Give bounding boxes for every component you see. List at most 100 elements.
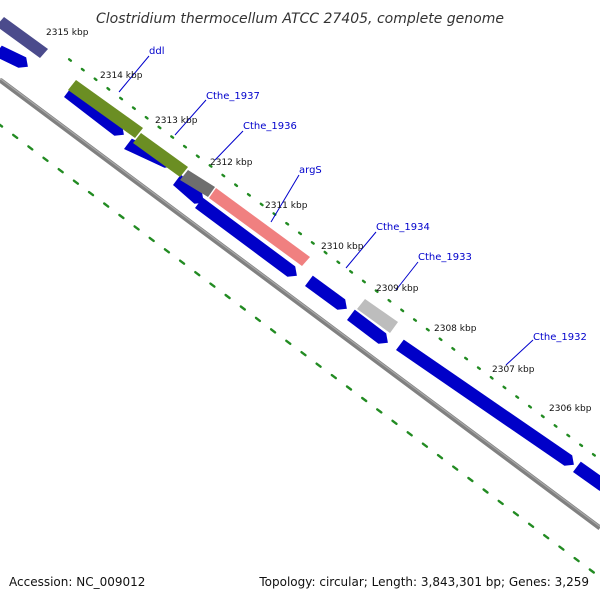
dotted-guide-outer-dot — [345, 385, 353, 391]
dotted-guide-inner-dot — [425, 327, 430, 332]
dotted-guide-inner-dot — [310, 241, 315, 245]
dotted-guide-inner-dot — [566, 433, 571, 438]
pink-feature[interactable] — [209, 188, 310, 266]
tick-label-2315: 2315 kbp — [46, 28, 89, 38]
dotted-guide-inner-dot — [387, 298, 392, 303]
dotted-guide-outer-dot — [11, 133, 19, 140]
dotted-guide-inner-dot — [259, 202, 264, 207]
forward-gene-arrow[interactable] — [173, 174, 204, 204]
gene-label-cthe-1937[interactable]: Cthe_1937 — [206, 91, 260, 102]
dotted-guide-outer-dot — [573, 556, 580, 563]
dotted-guide-outer-dot — [527, 522, 535, 528]
gene-label-cthe-1932[interactable]: Cthe_1932 — [533, 332, 587, 343]
dotted-guide-inner-dot — [323, 250, 328, 255]
dotted-guide-inner-dot — [527, 404, 533, 409]
dotted-guide-inner-dot — [297, 231, 303, 236]
dotted-guide-inner-dot — [157, 125, 162, 130]
genome-backbone — [0, 77, 600, 531]
tick-label-2306: 2306 kbp — [549, 404, 592, 414]
dotted-guide-outer-dot — [118, 213, 125, 220]
dotted-guide-inner-dot — [336, 260, 341, 265]
gene-label-cthe-1936[interactable]: Cthe_1936 — [243, 121, 297, 132]
dotted-guide-inner-dot — [246, 192, 252, 197]
gene-labels: ddl Cthe_1937 Cthe_1936 argS Cthe_1934 C… — [149, 46, 587, 343]
dotted-guide-inner-dot — [67, 58, 73, 62]
dark-purple-feature[interactable] — [0, 17, 48, 58]
dotted-guide-inner-dot — [170, 135, 175, 139]
dotted-guide-inner-dot — [515, 395, 520, 399]
tick-label-2308: 2308 kbp — [434, 324, 477, 334]
forward-gene-arrow[interactable] — [64, 86, 124, 136]
dotted-guide-outer-dot — [285, 339, 292, 345]
dotted-guide-outer-dot — [497, 499, 504, 506]
dotted-guide-inner-dot — [540, 414, 545, 419]
dotted-guide-inner-dot — [476, 366, 481, 370]
dotted-guide-inner-dot — [106, 86, 111, 91]
label-line-cthe-1932 — [505, 339, 534, 366]
kbp-tick-labels: 2315 kbp 2314 kbp 2313 kbp 2312 kbp 2311… — [46, 28, 592, 414]
gene-label-args[interactable]: argS — [299, 165, 322, 176]
tick-label-2310: 2310 kbp — [321, 242, 364, 252]
dotted-guide-inner-dot — [349, 270, 354, 274]
forward-gene-arrow[interactable] — [0, 45, 28, 68]
dotted-guide-outer-dot — [254, 316, 262, 323]
dotted-guide-outer-dot — [87, 190, 95, 197]
forward-gene-arrow[interactable] — [195, 197, 297, 277]
light-gray-feature[interactable] — [357, 299, 398, 333]
dotted-guide-inner-dot — [502, 385, 507, 390]
map-title: Clostridium thermocellum ATCC 27405, com… — [96, 11, 504, 27]
dotted-guide-outer-dot — [376, 408, 383, 414]
dotted-guide-outer-dot — [224, 293, 231, 300]
forward-gene-arrow[interactable] — [347, 309, 388, 344]
dotted-guide-outer-dot — [588, 568, 595, 574]
dotted-guide-outer-dot — [57, 167, 64, 174]
dotted-guide-outer-dot — [315, 362, 322, 368]
label-line-cthe-1936 — [214, 130, 244, 161]
dotted-guide-outer-dot — [558, 545, 565, 551]
dotted-guide-outer-dot — [72, 179, 80, 185]
forward-gene-arrow[interactable] — [305, 275, 347, 310]
dotted-guide-outer-dot — [300, 351, 307, 357]
dotted-guide-outer-dot — [482, 488, 489, 494]
dotted-guide-outer-dot — [269, 328, 277, 334]
tick-label-2312: 2312 kbp — [210, 158, 253, 168]
dotted-guide-inner-dot — [579, 443, 584, 448]
dotted-guide-inner-dot — [131, 106, 137, 111]
genome-backbone-highlight — [0, 78, 600, 527]
gene-label-leaders — [118, 55, 534, 366]
olive-feature-upper[interactable] — [68, 80, 143, 138]
dotted-guide-outer-dot — [133, 225, 140, 231]
label-line-cthe-1937 — [174, 99, 207, 136]
gene-label-cthe-1934[interactable]: Cthe_1934 — [376, 222, 430, 233]
dotted-guide-inner-dot — [412, 318, 418, 322]
dotted-guide-outer-dot — [209, 282, 216, 288]
label-line-ddl — [118, 55, 150, 93]
dark-gray-feature[interactable] — [180, 170, 215, 197]
dotted-guide-outer-dot — [102, 202, 110, 208]
dotted-guide-outer-dot — [543, 534, 550, 540]
dotted-guide-outer-dot — [163, 248, 171, 254]
forward-gene-arrow[interactable] — [396, 339, 574, 466]
olive-feature-lower[interactable] — [133, 133, 188, 177]
dotted-guide-outer-dot — [27, 145, 34, 151]
tick-label-2311: 2311 kbp — [265, 201, 308, 211]
dotted-guide-outer-dot — [512, 511, 520, 517]
dotted-guide-outer-dot — [436, 453, 444, 460]
dotted-guide-inner-dot — [464, 356, 469, 361]
tick-label-2307: 2307 kbp — [492, 365, 535, 375]
dotted-guide-inner-dot — [374, 289, 379, 293]
dotted-guide-inner-dot — [591, 453, 596, 457]
dotted-guide-inner-dot — [438, 337, 443, 342]
tick-label-2314: 2314 kbp — [100, 71, 143, 81]
gene-label-ddl[interactable]: ddl — [149, 46, 164, 57]
dotted-guide-outer-dot — [194, 271, 201, 277]
dotted-guide-outer-dot — [330, 373, 337, 380]
dotted-guide-outer-dot — [452, 465, 459, 471]
dotted-guide-inner-dot — [144, 115, 149, 120]
label-line-cthe-1933 — [395, 261, 419, 291]
gene-label-cthe-1933[interactable]: Cthe_1933 — [418, 252, 472, 263]
dotted-guide-inner-dot — [285, 221, 290, 226]
dotted-guide-outer-dot — [148, 236, 155, 243]
forward-gene-arrow[interactable] — [573, 461, 600, 491]
label-line-cthe-1934 — [345, 231, 377, 269]
